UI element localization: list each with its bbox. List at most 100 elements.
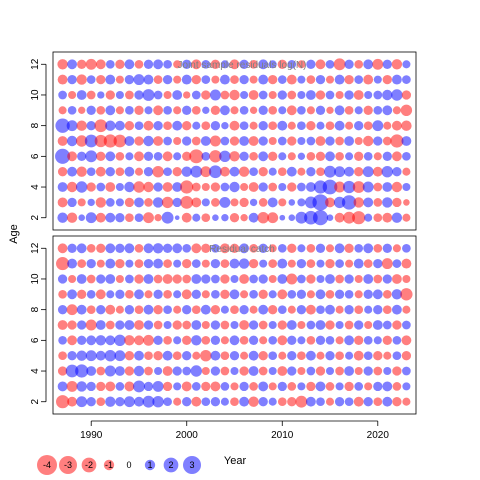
residual-bubble	[229, 351, 240, 361]
residual-bubble	[124, 381, 135, 392]
residual-bubble	[67, 105, 77, 115]
residual-bubble	[191, 396, 202, 407]
residual-bubble	[86, 397, 96, 407]
y-tick-label: 2	[30, 215, 41, 221]
residual-bubble	[373, 136, 383, 146]
residual-bubble	[229, 120, 240, 131]
residual-bubble	[134, 350, 144, 361]
residual-bubble	[278, 106, 287, 115]
legend-bubble	[144, 459, 156, 471]
residual-bubble	[86, 366, 97, 376]
residual-bubble	[373, 182, 383, 192]
residual-bubble	[363, 366, 373, 376]
residual-bubble	[277, 335, 288, 346]
residual-bubble	[67, 320, 77, 330]
residual-bubble	[238, 258, 250, 269]
residual-bubble	[115, 198, 124, 207]
residual-bubble	[95, 335, 107, 346]
x-axis-title: Year	[224, 455, 247, 467]
panel-1: Joint sample residuals log(N) 2 4 6 8 10 12	[30, 51, 417, 231]
legend-bubble	[58, 455, 78, 475]
residual-bubble	[230, 198, 239, 207]
residual-bubble	[229, 151, 240, 162]
residual-bubble	[153, 258, 164, 269]
residual-bubble	[152, 396, 164, 408]
residual-bubble	[96, 305, 106, 315]
residual-bubble	[86, 335, 97, 346]
residual-bubble	[392, 244, 401, 253]
residual-bubble	[402, 382, 411, 391]
residual-bubble	[211, 289, 220, 299]
residual-bubble	[67, 151, 78, 162]
residual-bubble	[344, 305, 354, 315]
residual-bubble	[143, 381, 154, 392]
residual-bubble	[297, 121, 306, 131]
residual-bubble	[58, 106, 67, 115]
residual-bubble	[210, 258, 221, 269]
residual-bubble	[173, 60, 182, 69]
residual-bubble	[335, 320, 344, 330]
residual-bubble	[162, 274, 173, 284]
residual-bubble	[210, 366, 221, 376]
y-tick-label: 10	[30, 273, 41, 285]
residual-bubble	[95, 197, 107, 208]
residual-bubble	[240, 290, 249, 299]
residual-bubble	[277, 258, 288, 269]
residual-bubble	[105, 59, 115, 69]
legend-label: 2	[168, 460, 173, 470]
residual-bubble	[363, 289, 373, 299]
residual-bubble	[248, 258, 259, 269]
residual-bubble	[77, 151, 87, 161]
residual-bubble	[248, 396, 259, 407]
residual-bubble	[391, 212, 403, 223]
residual-bubble	[382, 396, 393, 407]
residual-bubble	[162, 151, 173, 162]
residual-bubble	[162, 74, 173, 85]
residual-bubble	[173, 136, 182, 146]
residual-bubble	[362, 166, 374, 178]
residual-bubble	[115, 182, 124, 192]
residual-bubble	[125, 289, 134, 299]
residual-bubble	[76, 166, 87, 177]
residual-bubble	[392, 320, 402, 330]
residual-bubble	[325, 366, 335, 376]
residual-bubble	[306, 136, 316, 146]
residual-bubble	[153, 335, 163, 345]
residual-bubble	[259, 259, 268, 268]
residual-bubble	[335, 136, 344, 146]
residual-bubble	[248, 90, 259, 100]
residual-bubble	[258, 366, 268, 376]
residual-bubble	[363, 59, 374, 70]
residual-bubble	[363, 105, 373, 115]
bubble-size-legend: -4 -3 -2 -1 0 1 2 3	[37, 455, 202, 475]
residual-bubble	[144, 106, 153, 115]
residual-bubble	[143, 167, 154, 177]
residual-bubble	[249, 106, 258, 114]
y-tick-label: 10	[30, 89, 41, 101]
y-tick-label: 12	[30, 242, 41, 254]
residual-bubble	[115, 258, 125, 269]
residual-bubble	[402, 75, 411, 84]
residual-bubble	[352, 181, 365, 193]
residual-bubble	[258, 198, 268, 207]
residual-bubble	[373, 274, 383, 284]
residual-bubble	[315, 59, 326, 70]
residual-bubble	[229, 136, 240, 146]
residual-bubble	[277, 397, 287, 407]
residual-bubble	[230, 106, 239, 115]
residual-bubble	[354, 106, 363, 115]
residual-bubble	[258, 289, 268, 299]
residual-bubble	[133, 380, 145, 393]
residual-bubble	[373, 105, 383, 115]
residual-bubble	[382, 197, 393, 208]
residual-bubble	[86, 90, 96, 100]
residual-bubble	[115, 75, 124, 84]
residual-bubble	[144, 351, 153, 361]
residual-bubble	[363, 121, 373, 131]
residual-bubble	[286, 320, 297, 330]
residual-bubble	[353, 258, 364, 269]
residual-bubble	[105, 182, 116, 192]
residual-bubble	[134, 59, 144, 69]
residual-bubble	[180, 196, 194, 209]
residual-bubble	[306, 167, 316, 177]
